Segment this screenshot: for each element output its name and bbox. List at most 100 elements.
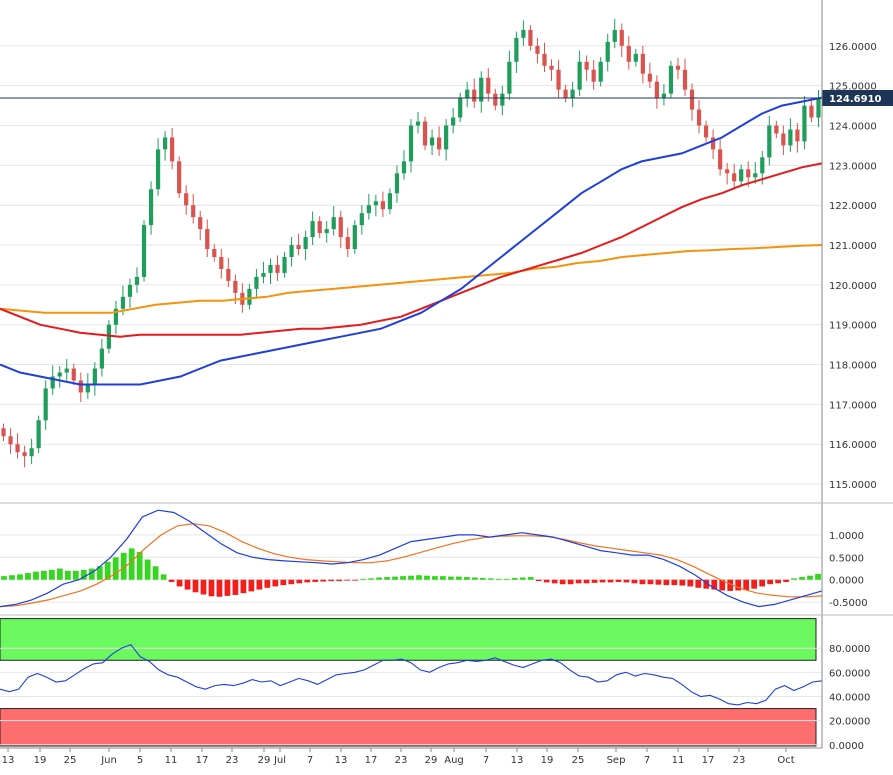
macd-histogram-bar <box>639 579 646 585</box>
macd-histogram-bar <box>336 579 343 582</box>
macd-histogram-bar <box>783 579 789 582</box>
price-tick-label: 123.0000 <box>829 161 877 172</box>
x-tick-label: 11 <box>672 755 685 766</box>
macd-histogram-bar <box>519 577 526 580</box>
candle-body <box>198 217 203 230</box>
macd-histogram-bar <box>176 579 183 587</box>
macd-histogram-bar <box>599 579 606 583</box>
candle-body <box>732 173 737 182</box>
macd-histogram-bar <box>583 579 590 584</box>
candle-body <box>64 368 69 373</box>
macd-histogram-bar <box>25 573 31 580</box>
macd-histogram-bar <box>775 579 781 584</box>
macd-histogram-bar <box>128 548 135 580</box>
rsi-overbought-zone <box>0 618 817 661</box>
macd-histogram-bar <box>495 578 502 580</box>
macd-histogram-bar <box>80 569 87 580</box>
candle-body <box>809 105 814 118</box>
candle-body <box>472 89 477 102</box>
price-tick-label: 121.0000 <box>829 241 877 252</box>
x-tick-label: 7 <box>644 755 650 766</box>
macd-histogram-bar <box>104 561 111 580</box>
candle-body <box>57 372 62 377</box>
macd-histogram-bar <box>136 551 143 580</box>
candle-body <box>760 157 765 174</box>
macd-histogram-bar <box>352 579 359 581</box>
rsi-oversold-zone <box>0 708 817 747</box>
x-tick-label: 23 <box>395 755 408 766</box>
candle-body <box>254 276 259 289</box>
candle-body <box>408 125 414 162</box>
rsi-tick-label: 60.0000 <box>829 668 870 679</box>
candle-body <box>703 125 709 138</box>
macd-histogram-bar <box>240 579 247 594</box>
candle-body <box>401 161 407 174</box>
price-tick-label: 116.0000 <box>829 440 877 451</box>
candle-body <box>816 98 821 118</box>
macd-histogram-bar <box>440 576 446 580</box>
macd-histogram-bar <box>559 579 566 585</box>
macd-tick-label: 0.0000 <box>829 576 864 587</box>
macd-histogram-bar <box>479 577 486 580</box>
macd-histogram-bar <box>471 577 478 580</box>
candle-body <box>661 93 667 98</box>
candle-body <box>535 45 540 54</box>
candle-body <box>8 436 13 445</box>
x-tick-label: 19 <box>541 755 554 766</box>
macd-histogram-bar <box>679 579 686 586</box>
x-tick-label: Jun <box>100 755 117 766</box>
macd-histogram-bar <box>312 579 319 582</box>
candle-body <box>36 420 41 449</box>
macd-histogram-bar <box>72 570 79 580</box>
x-tick-label: 23 <box>226 755 239 766</box>
candle-body <box>654 81 660 98</box>
candle-body <box>184 193 189 206</box>
candle-body <box>612 29 617 42</box>
macd-histogram-bar <box>607 579 614 583</box>
macd-histogram-bar <box>192 579 199 593</box>
macd-histogram-bar <box>296 579 303 584</box>
candle-body <box>106 324 112 349</box>
candle-body <box>22 452 27 457</box>
macd-histogram-bar <box>152 566 159 580</box>
candle-body <box>78 380 83 393</box>
candle-body <box>507 61 512 94</box>
ma-slow-line <box>0 244 823 314</box>
x-tick-label: Oct <box>777 755 794 766</box>
candle-body <box>15 444 20 453</box>
candle-body <box>148 189 154 226</box>
candle-body <box>500 93 505 106</box>
macd-histogram-bar <box>264 579 271 588</box>
macd-histogram-bar <box>216 579 223 597</box>
candle-body <box>668 65 674 94</box>
macd-histogram-bar <box>200 579 207 595</box>
candle-body <box>493 93 498 106</box>
macd-histogram-bar <box>280 579 287 586</box>
x-tick-label: 29 <box>258 755 271 766</box>
candle-body <box>134 276 140 285</box>
macd-histogram-bar <box>815 573 821 580</box>
macd-histogram-bar <box>743 579 750 591</box>
candle-body <box>282 256 287 273</box>
macd-histogram-bar <box>9 575 15 580</box>
price-tick-label: 119.0000 <box>829 321 877 332</box>
candle-body <box>99 348 104 369</box>
candle-body <box>113 308 119 325</box>
macd-histogram-bar <box>487 578 494 580</box>
macd-histogram-bar <box>400 576 406 580</box>
macd-histogram-bar <box>56 568 63 580</box>
price-tick-label: 115.0000 <box>829 480 877 491</box>
candle-body <box>563 89 568 98</box>
macd-tick-label: -0.5000 <box>829 598 868 609</box>
macd-histogram-bar <box>17 574 23 580</box>
candle-body <box>591 69 596 82</box>
candle-body <box>177 161 182 194</box>
x-tick-label: 25 <box>64 755 77 766</box>
candle-body <box>50 376 55 389</box>
candle-body <box>795 129 800 142</box>
x-tick-label: 5 <box>137 755 143 766</box>
macd-histogram-bar <box>1 576 7 580</box>
x-tick-label: 23 <box>733 755 746 766</box>
